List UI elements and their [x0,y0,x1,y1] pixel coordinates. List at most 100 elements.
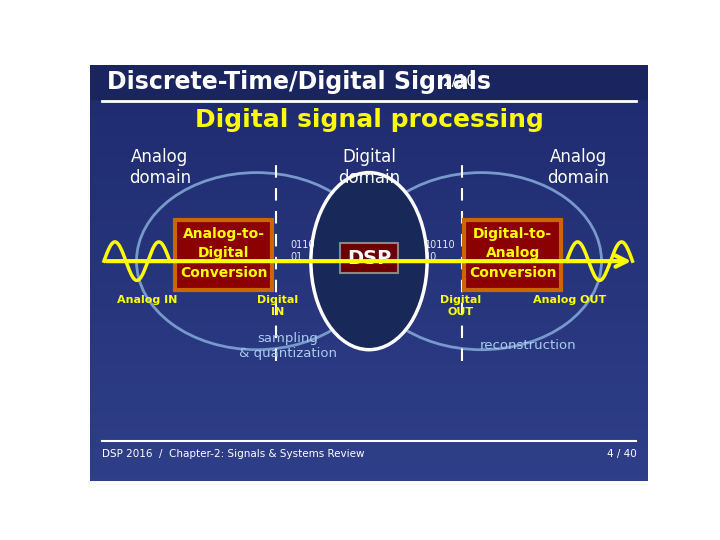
Bar [90,184,648,190]
Bar [90,69,648,75]
Text: Discrete-Time/Digital Signals: Discrete-Time/Digital Signals [107,70,491,94]
Bar [90,220,648,226]
Bar [90,121,648,127]
Bar [90,454,648,460]
Bar [90,246,648,252]
Ellipse shape [311,173,427,350]
Bar [90,210,648,215]
Bar [90,334,648,340]
Bar [90,370,648,377]
Bar [90,475,648,481]
Bar [90,443,648,449]
Bar [90,90,648,96]
Bar [90,376,648,382]
Bar [90,366,648,372]
Text: 4 / 40: 4 / 40 [607,449,636,460]
Bar [90,231,648,237]
Bar [90,438,648,444]
Bar [90,85,648,91]
Bar [90,417,648,423]
Bar [90,235,648,241]
Text: reconstruction: reconstruction [480,339,576,353]
Bar [90,386,648,392]
Bar [90,100,648,106]
Bar [90,345,648,350]
Bar [90,355,648,361]
Bar [90,303,648,309]
Bar [90,173,648,179]
Bar [90,126,648,132]
Text: Digital
OUT: Digital OUT [440,295,481,316]
Bar [90,308,648,314]
Bar [90,381,648,387]
Bar [90,251,648,257]
Bar [90,111,648,117]
Bar [90,64,648,70]
Text: DSP: DSP [347,248,391,267]
Bar [90,261,648,267]
Bar [90,412,648,418]
Text: 10110
10: 10110 10 [425,240,456,262]
Bar [90,194,648,200]
Bar [90,433,648,439]
Bar [90,407,648,413]
Bar [90,360,648,366]
Bar [90,75,648,80]
FancyBboxPatch shape [175,220,272,289]
Bar [90,152,648,158]
Bar [90,428,648,434]
FancyBboxPatch shape [464,220,561,289]
Bar [90,350,648,356]
Bar [90,132,648,138]
Bar [90,319,648,325]
Bar [90,423,648,429]
Text: Digital
domain: Digital domain [338,148,400,187]
Bar [90,449,648,455]
Text: Analog-to-
Digital
Conversion: Analog-to- Digital Conversion [180,227,267,280]
Bar [90,402,648,408]
Bar [90,282,648,288]
Text: Digital-to-
Analog
Conversion: Digital-to- Analog Conversion [469,227,557,280]
Bar [90,397,648,403]
Bar [90,324,648,330]
Bar [90,158,648,164]
Bar [90,79,648,85]
FancyBboxPatch shape [340,244,398,273]
Bar [90,256,648,262]
Text: Analog OUT: Analog OUT [533,295,606,305]
Bar [90,392,648,397]
Bar [90,287,648,294]
Bar [90,137,648,143]
Bar [90,142,648,148]
Bar [90,464,648,470]
Bar [90,168,648,174]
Text: Digital signal processing: Digital signal processing [194,108,544,132]
Bar [90,106,648,112]
Bar [90,272,648,278]
Bar [90,204,648,211]
Text: 0110
01: 0110 01 [290,240,315,262]
Bar [90,199,648,205]
Bar [90,314,648,320]
Bar [90,225,648,231]
Text: Analog
domain: Analog domain [547,148,609,187]
Text: 2/10: 2/10 [443,74,477,89]
Text: Analog
domain: Analog domain [129,148,191,187]
Text: sampling
& quantization: sampling & quantization [238,332,337,360]
Bar [90,65,648,99]
Bar [90,329,648,335]
Bar [90,469,648,475]
Bar [90,189,648,195]
Text: Analog IN: Analog IN [117,295,178,305]
Bar [90,241,648,247]
Bar [90,215,648,221]
Bar [90,277,648,283]
Bar [90,116,648,122]
Bar [90,163,648,168]
Bar [90,178,648,184]
Text: Digital
IN: Digital IN [257,295,298,316]
Bar [90,340,648,346]
Bar [90,147,648,153]
Bar [90,95,648,101]
Bar [90,298,648,304]
